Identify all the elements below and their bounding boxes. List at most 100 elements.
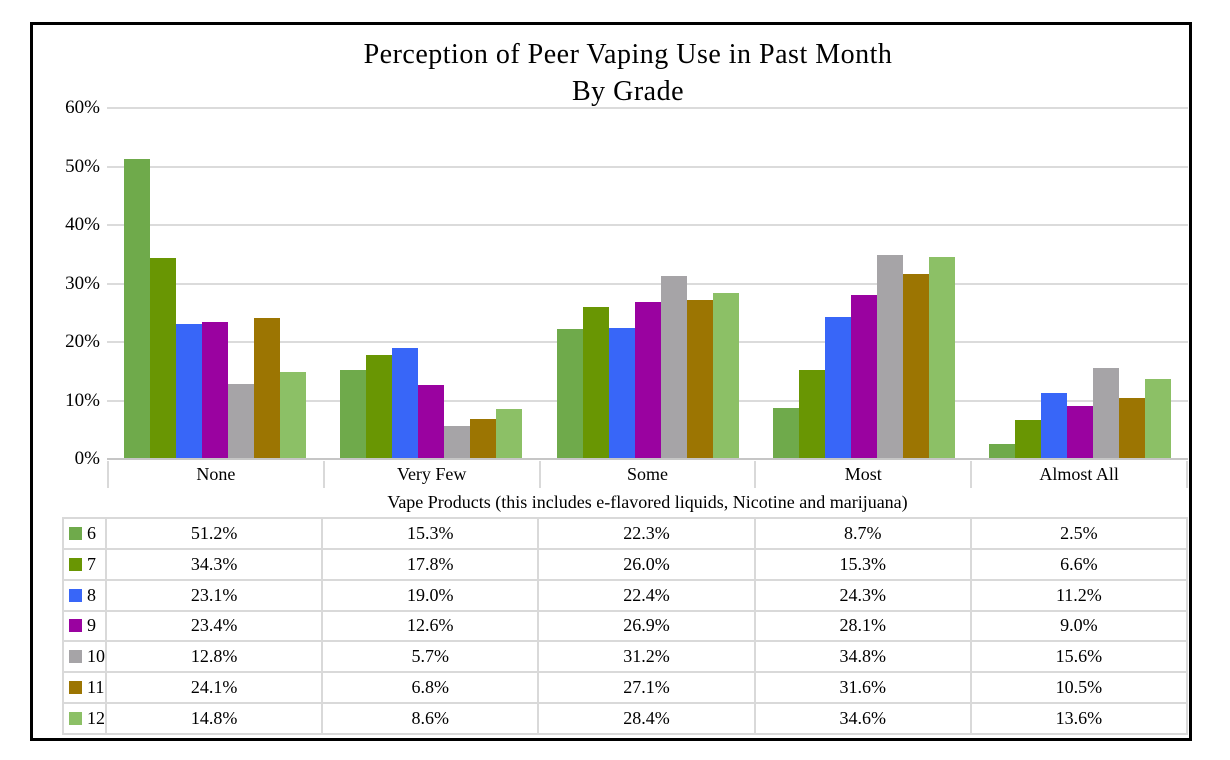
table-value-grade-8-almost-all: 11.2%: [971, 580, 1186, 610]
legend-label-grade-6: 6: [87, 522, 96, 543]
legend-swatch-grade-7: [69, 557, 82, 571]
legend-label-grade-8: 8: [87, 584, 96, 605]
bar-grade-11: [470, 419, 497, 459]
table-value-grade-12-some: 28.4%: [539, 704, 754, 733]
legend-swatch-grade-6: [69, 526, 82, 540]
table-value-grade-12-none: 14.8%: [107, 704, 322, 733]
bar-grade-6: [124, 159, 151, 459]
bar-grade-6: [340, 369, 367, 459]
bar-grade-9: [850, 294, 877, 459]
table-value-grade-7-very-few: 17.8%: [323, 549, 538, 579]
y-tick-label: 50%: [65, 155, 100, 177]
gridline: [107, 224, 1188, 226]
chart-title-block: Perception of Peer Vaping Use in Past Mo…: [50, 36, 1206, 110]
table-value-grade-6-some: 22.3%: [539, 519, 754, 548]
y-tick-label: 30%: [65, 272, 100, 294]
legend-swatch-grade-10: [69, 650, 82, 664]
y-tick-label: 0%: [74, 448, 100, 469]
table-value-grade-9-very-few: 12.6%: [323, 611, 538, 641]
table-value-grade-8-some: 22.4%: [539, 580, 754, 610]
bar-grade-9: [1066, 406, 1093, 459]
bar-grade-10: [228, 384, 255, 459]
bar-grade-11: [902, 274, 929, 459]
legend-cell-grade-6: 6: [64, 519, 105, 548]
bar-grade-6: [556, 328, 583, 459]
legend-label-grade-7: 7: [87, 553, 96, 574]
table-value-grade-11-none: 24.1%: [107, 673, 322, 703]
table-value-grade-7-most: 15.3%: [755, 549, 970, 579]
table-value-grade-10-some: 31.2%: [539, 642, 754, 672]
table-value-grade-9-none: 23.4%: [107, 611, 322, 641]
table-value-grade-6-almost-all: 2.5%: [971, 519, 1186, 548]
bar-grade-8: [608, 327, 635, 459]
bar-grade-11: [254, 318, 281, 459]
table-value-grade-9-most: 28.1%: [755, 611, 970, 641]
bar-grade-8: [176, 323, 203, 459]
bar-grade-12: [280, 372, 307, 459]
legend-cell-grade-8: 8: [64, 580, 105, 610]
table-value-grade-10-none: 12.8%: [107, 642, 322, 672]
bar-grade-9: [634, 301, 661, 459]
table-value-grade-8-none: 23.1%: [107, 580, 322, 610]
bar-group-some: [539, 108, 755, 459]
gridline: [107, 282, 1188, 285]
legend-cell-grade-10: 10: [64, 642, 105, 672]
bar-group-most: [756, 108, 972, 459]
table-value-grade-6-none: 51.2%: [107, 519, 322, 548]
table-value-grade-7-none: 34.3%: [107, 549, 322, 579]
bar-grade-10: [876, 255, 903, 459]
y-tick-label: 40%: [65, 214, 100, 235]
legend-swatch-grade-12: [69, 712, 82, 726]
category-axis: None Very Few Some Most Almost All: [107, 461, 1188, 488]
legend-label-grade-12: 12: [87, 708, 105, 729]
bar-grade-11: [686, 300, 713, 459]
bar-grade-8: [1040, 393, 1067, 459]
table-value-grade-10-almost-all: 15.6%: [971, 642, 1186, 672]
bar-grade-12: [928, 256, 955, 459]
legend-swatch-grade-9: [69, 619, 82, 633]
legend-swatch-grade-11: [69, 681, 82, 695]
table-value-grade-11-some: 27.1%: [539, 673, 754, 703]
table-value-grade-9-some: 26.9%: [539, 611, 754, 641]
plot-area: [107, 107, 1188, 460]
bar-grade-12: [712, 292, 739, 459]
table-value-grade-10-very-few: 5.7%: [323, 642, 538, 672]
bar-grade-12: [1144, 379, 1171, 459]
y-tick-label: 60%: [65, 97, 100, 118]
gridline: [107, 107, 1188, 109]
bar-grade-12: [496, 408, 523, 459]
bar-grade-7: [1014, 420, 1041, 459]
table-value-grade-11-very-few: 6.8%: [323, 673, 538, 703]
category-label-almost-all: Almost All: [970, 461, 1188, 488]
bar-groups: [107, 108, 1188, 459]
table-value-grade-7-some: 26.0%: [539, 549, 754, 579]
bar-grade-9: [418, 385, 445, 459]
category-label-some: Some: [538, 461, 755, 488]
bar-grade-7: [150, 258, 177, 459]
bar-grade-8: [824, 316, 851, 459]
chart-title: Perception of Peer Vaping Use in Past Mo…: [363, 39, 893, 70]
category-label-very-few: Very Few: [322, 461, 539, 488]
table-value-grade-11-almost-all: 10.5%: [971, 673, 1186, 703]
category-label-most: Most: [754, 461, 970, 488]
bar-grade-10: [660, 276, 687, 459]
table-value-grade-12-almost-all: 13.6%: [971, 704, 1186, 733]
table-value-grade-8-very-few: 19.0%: [323, 580, 538, 610]
table-value-grade-7-almost-all: 6.6%: [971, 549, 1186, 579]
legend-cell-grade-12: 12: [64, 704, 105, 733]
bar-grade-7: [366, 354, 393, 459]
y-axis: 0% 10% 20% 30% 40% 50% 60%: [30, 97, 100, 469]
bar-grade-9: [202, 322, 229, 459]
bar-grade-6: [772, 408, 799, 459]
bar-group-none: [107, 108, 323, 459]
table-value-grade-6-very-few: 15.3%: [323, 519, 538, 548]
bar-grade-8: [392, 347, 419, 459]
data-table: 6 51.2% 15.3% 22.3% 8.7% 2.5% 7 34.3% 17.8% 26.0%…: [62, 517, 1188, 735]
bar-grade-7: [582, 306, 609, 459]
legend-cell-grade-9: 9: [64, 611, 105, 641]
y-tick-label: 20%: [65, 331, 100, 352]
table-value-grade-6-most: 8.7%: [755, 519, 970, 548]
y-tick-label: 10%: [65, 389, 100, 411]
legend-cell-grade-11: 11: [64, 673, 105, 703]
